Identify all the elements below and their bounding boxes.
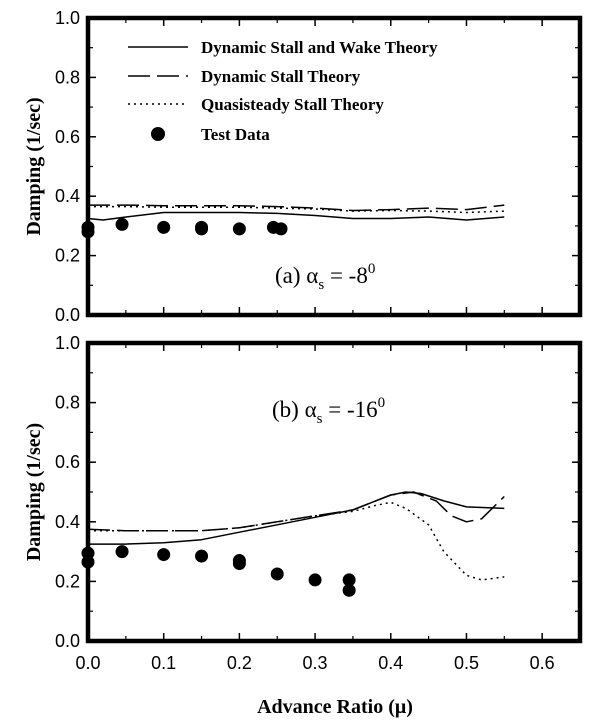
test-data-point: [195, 549, 209, 563]
test-data-point: [157, 220, 171, 234]
legend-label: Dynamic Stall Theory: [201, 67, 361, 86]
y-tick-label: 0.6: [55, 127, 80, 147]
series-line-solid: [87, 211, 505, 221]
series-line-dashed: [88, 204, 505, 212]
legend-marker: [151, 127, 165, 141]
panel-a: 0.0 0.2 0.4 0.6 0.8 1.0 Damping (1/sec) Dynamic…: [23, 8, 583, 325]
panel-b: 0.0 0.2 0.4 0.6 0.8 1.0 0.0 0.1 0.2 0.3 0.4 0.5 0.6 D…: [23, 333, 583, 673]
y-tick-label: 0.8: [55, 393, 80, 413]
test-data-point: [115, 217, 129, 231]
test-data-point: [115, 545, 129, 559]
y-tick-label: 0.4: [55, 186, 80, 206]
test-data-point: [274, 222, 288, 236]
x-tick-label: 0.1: [151, 653, 176, 673]
test-data-point: [342, 573, 356, 587]
x-tick-label: 0.2: [227, 653, 252, 673]
y-tick-label: 0.4: [55, 512, 80, 532]
legend-label: Test Data: [201, 125, 270, 144]
test-data-point: [308, 573, 322, 587]
series-line-dashed: [87, 491, 505, 532]
y-tick-label: 0.2: [55, 571, 80, 591]
legend-label: Dynamic Stall and Wake Theory: [201, 38, 438, 57]
panel-annotation: (a) αs = -80: [275, 261, 375, 293]
y-tick-label: 1.0: [55, 8, 80, 28]
legend-label: Quasisteady Stall Theory: [201, 95, 384, 114]
y-tick-label: 0.0: [55, 631, 80, 651]
y-tick-label: 0.8: [55, 67, 80, 87]
x-axis-label: Advance Ratio (μ): [257, 696, 413, 718]
y-tick-label: 1.0: [55, 333, 80, 353]
plot-frame: [85, 340, 583, 644]
x-tick-label: 0.4: [378, 653, 403, 673]
test-data-point: [81, 225, 95, 239]
x-tick-label: 0.3: [303, 653, 328, 673]
y-tick-label: 0.0: [55, 305, 80, 325]
panel-annotation: (b) αs = -160: [272, 395, 385, 427]
y-axis-label: Damping (1/sec): [23, 423, 45, 561]
x-tick-label: 0.0: [75, 653, 100, 673]
x-tick-label: 0.6: [530, 653, 555, 673]
y-axis-label: Damping (1/sec): [23, 97, 45, 235]
test-data-point: [232, 557, 246, 571]
y-tick-label: 0.2: [55, 246, 80, 266]
test-data-point: [342, 583, 356, 597]
x-tick-label: 0.5: [454, 653, 479, 673]
test-data-point: [232, 222, 246, 236]
test-data-point: [195, 222, 209, 236]
test-data-point: [81, 555, 95, 569]
test-data-point: [270, 567, 284, 581]
test-data-point: [157, 548, 171, 562]
y-tick-label: 0.6: [55, 452, 80, 472]
series-line-dotted: [88, 501, 505, 581]
test-data-point: [81, 546, 95, 560]
